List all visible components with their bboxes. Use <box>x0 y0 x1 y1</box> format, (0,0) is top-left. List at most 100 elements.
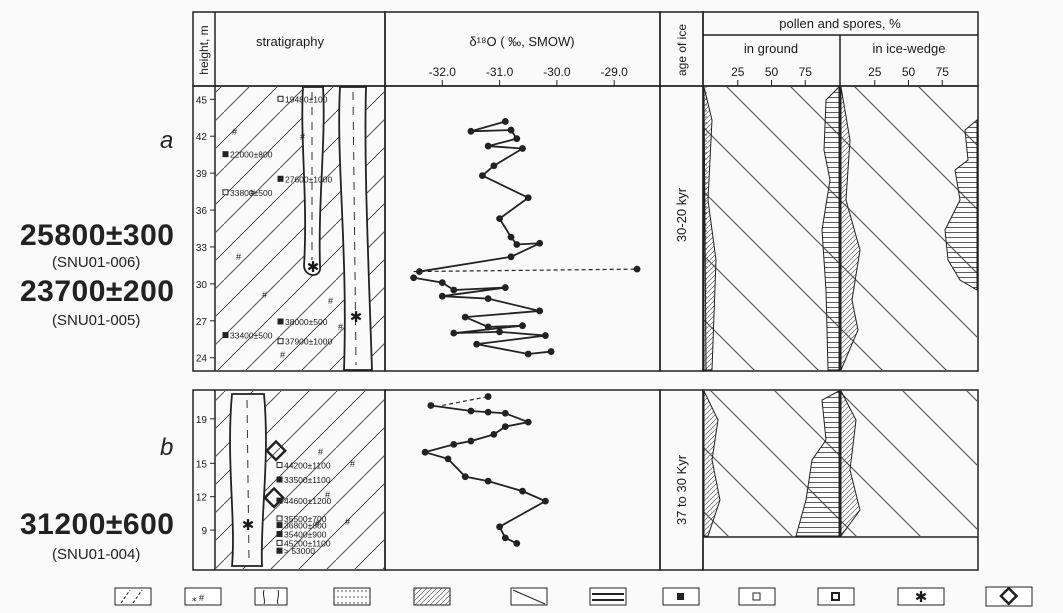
date-code-3: (SNU01-004) <box>52 546 141 563</box>
a-data-point <box>467 127 475 135</box>
a-sample-marker <box>277 338 284 345</box>
b-data-point <box>444 455 452 463</box>
svg-text:⁎ #: ⁎ # <box>192 593 204 603</box>
svg-text:#: # <box>350 459 355 469</box>
b-sample-marker <box>276 539 283 546</box>
b-data-point <box>461 473 469 481</box>
date-code-2: (SNU01-005) <box>52 312 141 329</box>
b-data-point <box>501 534 509 542</box>
b-data-point <box>513 540 521 547</box>
b-data-point <box>519 487 526 495</box>
delta-plot <box>410 118 641 547</box>
a-data-point <box>507 233 515 241</box>
svg-text:✱: ✱ <box>915 589 928 606</box>
svg-text:#: # <box>236 252 241 262</box>
svg-text:#: # <box>338 322 343 332</box>
a-data-point <box>484 323 492 331</box>
b-sample-marker <box>276 531 283 538</box>
b-sample-label: 35500±700 <box>284 514 327 524</box>
b-data-point <box>467 437 475 445</box>
height-tick-label: 12 <box>196 493 208 504</box>
b-series-line <box>421 404 548 545</box>
height-tick-label: 36 <box>196 206 208 217</box>
age-label-b: 37 to 30 Kyr <box>674 454 689 525</box>
a-data-point <box>496 328 503 336</box>
a-data-point <box>501 284 509 291</box>
frames <box>192 11 979 571</box>
height-tick-label: 33 <box>196 243 208 254</box>
height-tick-label: 39 <box>196 169 208 180</box>
a-data-point <box>490 162 498 170</box>
b-data-point <box>484 477 492 485</box>
a-series-line <box>413 276 552 355</box>
a-data-point <box>410 274 418 282</box>
a-data-point <box>484 142 492 150</box>
b-dashed-line <box>442 395 489 407</box>
b-data-point <box>427 402 435 409</box>
a-data-point <box>501 118 509 125</box>
height-tick-label: 24 <box>196 354 208 365</box>
b-sample-label: 44200±1100 <box>284 461 331 471</box>
b-sample-marker <box>276 522 283 529</box>
svg-text:#: # <box>325 490 330 500</box>
pollen-tick-label: 25 <box>868 65 882 79</box>
a-data-point <box>536 307 544 315</box>
b-sample-label: 33500±1100 <box>284 475 331 485</box>
b-sample-marker <box>276 462 283 469</box>
delta-header: δ¹⁸O ( ‰, SMOW) <box>469 34 574 49</box>
delta-tick-label: -30.0 <box>543 65 571 79</box>
b-sample-label: 35400±900 <box>284 530 327 540</box>
a-data-point <box>450 329 458 337</box>
a-data-point <box>478 172 486 179</box>
date-code-1: (SNU01-006) <box>52 254 141 271</box>
b-sample-marker <box>276 515 283 522</box>
svg-text:#: # <box>232 127 237 137</box>
pollen-tick-label: 25 <box>731 65 745 79</box>
b-data-point <box>490 430 498 438</box>
a-data-point <box>496 215 503 223</box>
a-data-point <box>524 350 532 358</box>
a-data-point <box>461 313 469 321</box>
b-sample-label: > 53000 <box>284 546 315 556</box>
height-tick-label: 19 <box>196 415 208 426</box>
in-ground-header: in ground <box>744 41 798 56</box>
panel-a-letter: a <box>160 127 174 154</box>
b-sample-label: 44600±1200 <box>284 496 331 506</box>
in-wedge-header: in ice-wedge <box>873 41 946 56</box>
a-data-point <box>513 135 521 143</box>
svg-text:#: # <box>262 290 267 300</box>
a-data-point <box>507 253 515 261</box>
b-data-point <box>542 497 549 505</box>
pollen-tick-label: 75 <box>799 65 813 79</box>
strat-header-frame <box>192 11 386 87</box>
age-header: age of ice <box>675 24 689 76</box>
a-sample-marker <box>222 189 229 196</box>
svg-text:#: # <box>328 296 333 306</box>
svg-text:#: # <box>280 350 285 360</box>
b-sample-marker <box>276 547 283 554</box>
a-sample-label: 38000±500 <box>285 317 328 327</box>
a-sample-label: 33800±500 <box>230 188 273 198</box>
svg-text:✱: ✱ <box>350 309 363 326</box>
delta-tick-label: -29.0 <box>600 65 628 79</box>
a-data-point <box>415 268 423 275</box>
pollen-tick-label: 75 <box>936 65 950 79</box>
a-sample-label: 27600±1000 <box>285 174 332 184</box>
svg-text:#: # <box>315 519 320 529</box>
b-data-point <box>467 407 475 415</box>
a-data-point <box>547 348 555 355</box>
date-label-1: 25800±300 <box>20 219 175 252</box>
svg-text:#: # <box>345 517 350 527</box>
b-data-point <box>496 523 503 531</box>
panel-b-delta-frame <box>384 389 661 571</box>
b-sample-label: 45200±1100 <box>284 538 331 548</box>
a-sample-marker <box>222 151 229 158</box>
a-sample-label: 37900±1000 <box>285 337 332 347</box>
a-data-point <box>450 286 458 294</box>
age-label-a: 30-20 kyr <box>674 187 689 242</box>
height-tick-label: 15 <box>196 459 208 470</box>
pollen-header: pollen and spores, % <box>779 16 901 31</box>
a-sample-label: 22000±800 <box>230 150 273 160</box>
height-tick-label: 9 <box>201 526 207 537</box>
